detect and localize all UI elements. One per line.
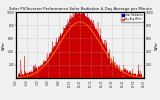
Y-axis label: W/m²: W/m² bbox=[2, 40, 6, 50]
Legend: Solar Radiation, Day Avg W/m²: Solar Radiation, Day Avg W/m² bbox=[121, 12, 144, 22]
Title: Solar PV/Inverter Performance Solar Radiation & Day Average per Minute: Solar PV/Inverter Performance Solar Radi… bbox=[9, 7, 151, 11]
Y-axis label: W/m²: W/m² bbox=[154, 40, 158, 50]
